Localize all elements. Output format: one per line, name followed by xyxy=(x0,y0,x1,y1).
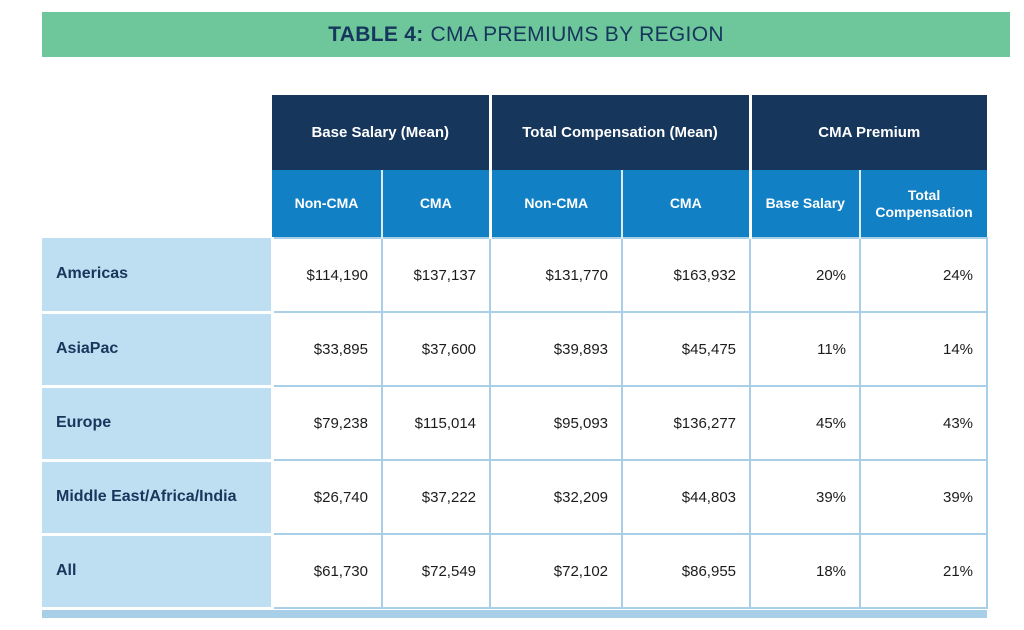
row-label: AsiaPac xyxy=(42,310,274,388)
table-body: Americas $114,190 $137,137 $131,770 $163… xyxy=(42,237,989,610)
data-cell: $72,102 xyxy=(489,533,624,609)
corner-cell xyxy=(42,95,272,170)
cma-premiums-table: Base Salary (Mean) Total Compensation (M… xyxy=(42,95,989,610)
data-cell: 39% xyxy=(749,459,862,535)
data-cell: $26,740 xyxy=(271,459,383,535)
data-cell: 43% xyxy=(859,385,989,461)
sub-header-non-cma-total: Non-CMA xyxy=(488,170,623,238)
table-bottom-border xyxy=(42,609,987,618)
data-cell: $44,803 xyxy=(621,459,752,535)
data-cell: $72,549 xyxy=(380,533,492,609)
column-group-cma-premium: CMA Premium xyxy=(748,95,988,170)
table-header: Base Salary (Mean) Total Compensation (M… xyxy=(42,95,988,238)
data-cell: $137,137 xyxy=(380,237,492,313)
column-group-base-salary: Base Salary (Mean) xyxy=(272,95,491,170)
sub-header-cma-base: CMA xyxy=(380,170,491,238)
data-cell: 45% xyxy=(749,385,862,461)
data-cell: $95,093 xyxy=(489,385,624,461)
data-cell: 20% xyxy=(749,237,862,313)
table-title-prefix: TABLE 4: xyxy=(328,22,424,46)
data-cell: $163,932 xyxy=(621,237,752,313)
data-cell: $114,190 xyxy=(271,237,383,313)
data-cell: $131,770 xyxy=(489,237,624,313)
row-label: Europe xyxy=(42,384,274,462)
table-row-all: All $61,730 $72,549 $72,102 $86,955 18% … xyxy=(42,532,989,610)
row-label: All xyxy=(42,532,274,610)
data-cell: 11% xyxy=(749,311,862,387)
sub-header-premium-total-compensation: Total Compensation xyxy=(859,170,988,238)
data-cell: 24% xyxy=(859,237,989,313)
sub-header-premium-base-salary: Base Salary xyxy=(748,170,861,238)
row-label: Americas xyxy=(42,238,274,314)
corner-cell xyxy=(42,170,272,238)
data-cell: 18% xyxy=(749,533,862,609)
row-label: Middle East/Africa/India xyxy=(42,458,274,536)
table-title-text: CMA PREMIUMS BY REGION xyxy=(430,22,724,46)
data-cell: $32,209 xyxy=(489,459,624,535)
column-group-total-compensation: Total Compensation (Mean) xyxy=(488,95,751,170)
data-cell: $37,600 xyxy=(380,311,492,387)
table-row-middle-east-africa-india: Middle East/Africa/India $26,740 $37,222… xyxy=(42,458,989,536)
data-cell: 14% xyxy=(859,311,989,387)
column-group-row: Base Salary (Mean) Total Compensation (M… xyxy=(42,95,988,170)
table-title-bar: TABLE 4: CMA PREMIUMS BY REGION xyxy=(42,12,1010,57)
data-cell: $61,730 xyxy=(271,533,383,609)
table-row-europe: Europe $79,238 $115,014 $95,093 $136,277… xyxy=(42,384,989,462)
table-row-asiapac: AsiaPac $33,895 $37,600 $39,893 $45,475 … xyxy=(42,310,989,388)
data-cell: 39% xyxy=(859,459,989,535)
table-row-americas: Americas $114,190 $137,137 $131,770 $163… xyxy=(42,237,989,314)
data-cell: $79,238 xyxy=(271,385,383,461)
sub-header-cma-total: CMA xyxy=(621,170,751,238)
data-cell: $37,222 xyxy=(380,459,492,535)
data-cell: $45,475 xyxy=(621,311,752,387)
data-cell: $86,955 xyxy=(621,533,752,609)
data-cell: $115,014 xyxy=(380,385,492,461)
data-cell: $39,893 xyxy=(489,311,624,387)
data-cell: 21% xyxy=(859,533,989,609)
sub-header-non-cma-base: Non-CMA xyxy=(272,170,382,238)
sub-header-row: Non-CMA CMA Non-CMA CMA Base Salary Tota… xyxy=(42,170,988,238)
data-cell: $33,895 xyxy=(271,311,383,387)
data-cell: $136,277 xyxy=(621,385,752,461)
